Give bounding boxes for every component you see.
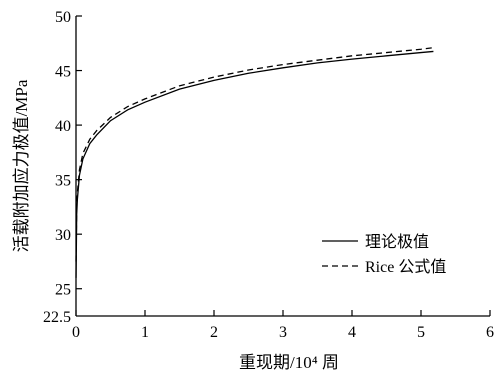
- y-tick-label: 40: [55, 118, 71, 135]
- y-tick-label: 22.5: [43, 309, 71, 326]
- x-tick-label: 4: [348, 324, 356, 341]
- x-tick-label: 1: [141, 324, 149, 341]
- legend-label-theoretical: 理论极值: [365, 233, 429, 251]
- y-tick-label: 35: [55, 173, 71, 190]
- x-axis-label: 重现期/10⁴ 周: [239, 353, 339, 372]
- x-tick-label: 6: [486, 324, 494, 341]
- x-tick-label: 3: [279, 324, 287, 341]
- plot-area: [75, 46, 434, 278]
- y-tick-label: 45: [55, 64, 71, 81]
- y-axis-label: 活载附加应力极值/MPa: [12, 79, 31, 252]
- x-tick-label: 5: [417, 324, 425, 341]
- y-tick-label: 30: [55, 227, 71, 244]
- legend-label-rice: Rice 公式值: [365, 258, 446, 276]
- series-line-theoretical: [75, 50, 434, 278]
- series-line-rice: [75, 46, 434, 262]
- y-tick-label: 50: [55, 9, 71, 26]
- x-tick-label: 0: [72, 324, 80, 341]
- legend: 理论极值 Rice 公式值: [322, 233, 446, 276]
- y-tick-label: 25: [55, 282, 71, 299]
- x-tick-label: 2: [210, 324, 218, 341]
